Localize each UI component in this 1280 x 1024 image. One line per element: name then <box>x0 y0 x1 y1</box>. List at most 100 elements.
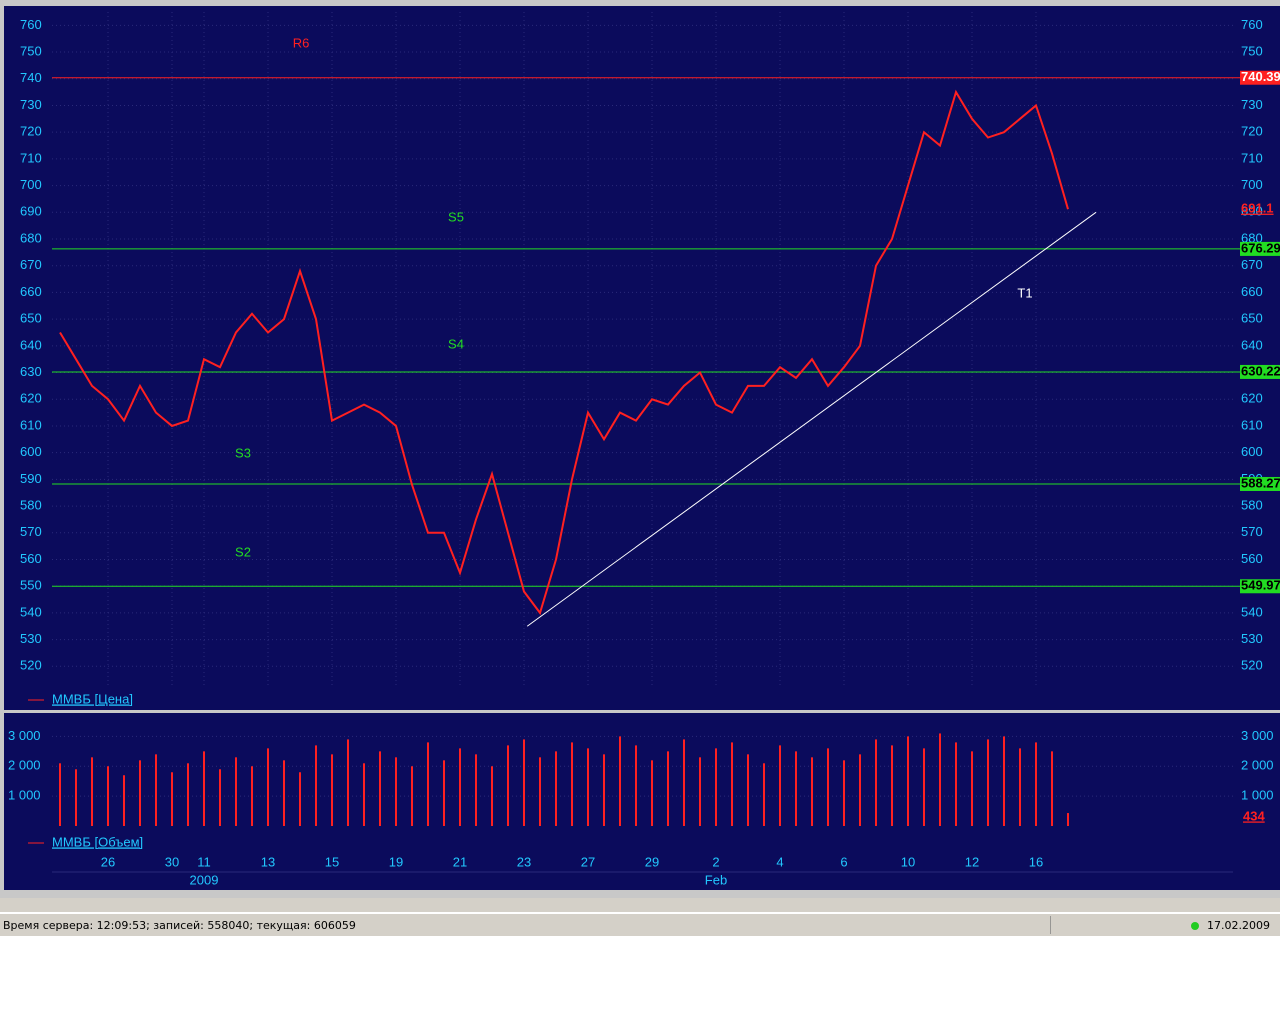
y-tick-label: 3 000 <box>8 728 41 743</box>
y-tick-label: 610 <box>20 417 42 432</box>
status-bar <box>0 914 1280 936</box>
status-server: Время сервера: 12:09:53; записей: 558040… <box>3 919 356 932</box>
y-tick-label-right: 700 <box>1241 177 1263 192</box>
y-tick-label: 760 <box>20 17 42 32</box>
y-tick-label-right: 730 <box>1241 97 1263 112</box>
y-tick-label: 700 <box>20 177 42 192</box>
level-price-box <box>1240 241 1280 256</box>
y-tick-label-right: 650 <box>1241 311 1263 326</box>
y-tick-label-right: 750 <box>1241 43 1263 58</box>
y-tick-label-right: 670 <box>1241 257 1263 272</box>
level-price: 740.39 <box>1241 69 1280 84</box>
y-tick-label: 670 <box>20 257 42 272</box>
y-tick-label: 540 <box>20 604 42 619</box>
y-tick-label: 640 <box>20 337 42 352</box>
trend-line <box>526 211 1097 627</box>
last-price: 691.1 <box>1241 201 1274 216</box>
x-tick-label: 2 <box>712 854 719 869</box>
x-tick-label: 21 <box>453 854 467 869</box>
y-tick-label-right: 580 <box>1241 498 1263 513</box>
y-tick-label: 2 000 <box>8 758 41 773</box>
y-tick-label: 530 <box>20 631 42 646</box>
y-tick-label: 660 <box>20 284 42 299</box>
x-tick-label: 13 <box>261 854 275 869</box>
y-tick-label-right: 710 <box>1241 150 1263 165</box>
level-price: 549.97 <box>1241 578 1280 593</box>
legend-label: ММВБ [Объем] <box>52 834 143 849</box>
x-tick-label: 30 <box>165 854 179 869</box>
y-tick-label-right: 720 <box>1241 124 1263 139</box>
y-tick-label: 580 <box>20 498 42 513</box>
level-name: S3 <box>235 445 251 460</box>
x-tick-label: 12 <box>965 854 979 869</box>
y-tick-label: 620 <box>20 391 42 406</box>
y-tick-label: 520 <box>20 658 42 673</box>
y-tick-label: 560 <box>20 551 42 566</box>
y-tick-label-right: 540 <box>1241 604 1263 619</box>
x-tick-label: 27 <box>581 854 595 869</box>
level-name: S4 <box>448 336 464 351</box>
scroll-bar <box>0 898 1280 912</box>
level-name: S5 <box>448 209 464 224</box>
y-tick-label-right: 680 <box>1241 230 1263 245</box>
y-tick-label: 730 <box>20 97 42 112</box>
status-icon <box>1191 922 1199 930</box>
level-price-box <box>1240 70 1280 85</box>
y-tick-label: 680 <box>20 230 42 245</box>
y-tick-label-right: 530 <box>1241 631 1263 646</box>
y-tick-label: 550 <box>20 578 42 593</box>
y-tick-label: 740 <box>20 70 42 85</box>
y-tick-label-right: 2 000 <box>1241 758 1274 773</box>
x-tick-label: 23 <box>517 854 531 869</box>
y-tick-label-right: 570 <box>1241 524 1263 539</box>
y-tick-label: 720 <box>20 124 42 139</box>
price-line <box>59 89 1069 616</box>
y-tick-label-right: 660 <box>1241 284 1263 299</box>
x-tick-label: 6 <box>840 854 847 869</box>
x-tick-label: 29 <box>645 854 659 869</box>
level-price-box <box>1240 476 1280 491</box>
level-price-box <box>1240 579 1280 594</box>
y-tick-label-right: 520 <box>1241 658 1263 673</box>
volume-panel <box>4 713 1280 890</box>
level-price: 630.22 <box>1241 363 1280 378</box>
y-tick-label: 750 <box>20 43 42 58</box>
level-price-box <box>1240 364 1280 379</box>
y-tick-label-right: 600 <box>1241 444 1263 459</box>
y-tick-label: 710 <box>20 150 42 165</box>
status-date: 17.02.2009 <box>1207 919 1270 932</box>
trend-name: T1 <box>1017 285 1032 300</box>
y-tick-label: 690 <box>20 204 42 219</box>
x-tick-label: 15 <box>325 854 339 869</box>
level-name: R6 <box>293 35 310 50</box>
y-tick-label: 630 <box>20 364 42 379</box>
month-label: Feb <box>705 872 727 887</box>
y-tick-label-right: 610 <box>1241 417 1263 432</box>
y-tick-label: 570 <box>20 524 42 539</box>
y-tick-label: 1 000 <box>8 788 41 803</box>
y-tick-label: 650 <box>20 311 42 326</box>
y-tick-label-right: 640 <box>1241 337 1263 352</box>
y-tick-label-right: 560 <box>1241 551 1263 566</box>
status-divider <box>1050 916 1051 934</box>
x-tick-label: 4 <box>776 854 783 869</box>
x-tick-label: 19 <box>389 854 403 869</box>
last-volume: 434 <box>1243 808 1265 823</box>
y-tick-label-right: 620 <box>1241 391 1263 406</box>
month-label: 2009 <box>190 872 219 887</box>
level-price: 588.27 <box>1241 475 1280 490</box>
y-tick-label-right: 1 000 <box>1241 788 1274 803</box>
y-tick-label: 600 <box>20 444 42 459</box>
y-tick-label-right: 3 000 <box>1241 728 1274 743</box>
level-price: 676.29 <box>1241 240 1280 255</box>
price-panel <box>4 6 1280 710</box>
level-name: S2 <box>235 544 251 559</box>
y-tick-label-right: 690 <box>1241 204 1263 219</box>
legend-label: ММВБ [Цена] <box>52 691 133 706</box>
y-tick-label: 590 <box>20 471 42 486</box>
x-tick-label: 26 <box>101 854 115 869</box>
x-tick-label: 11 <box>197 854 211 869</box>
x-tick-label: 10 <box>901 854 915 869</box>
